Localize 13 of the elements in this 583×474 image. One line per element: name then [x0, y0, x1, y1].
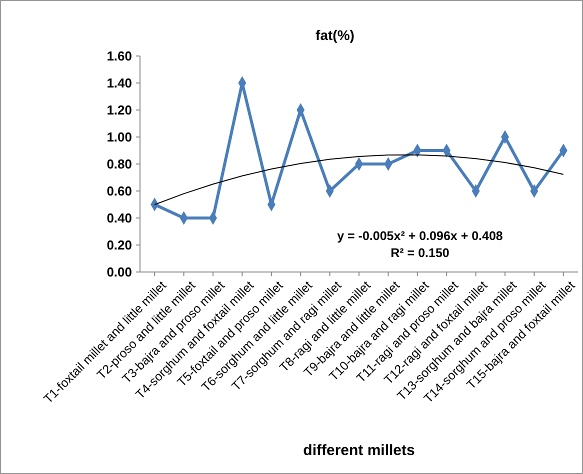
y-tick-label: 0.40 — [106, 210, 132, 226]
y-tick-label: 0.20 — [106, 238, 132, 253]
x-axis-title: different millets — [303, 442, 415, 459]
y-tick-label: 0.80 — [106, 156, 132, 172]
y-tick-label: 0.60 — [106, 184, 132, 199]
annotation: y = -0.005x² + 0.096x + 0.408 — [337, 229, 503, 243]
y-tick-label: 1.20 — [106, 102, 132, 118]
y-tick-label: 1.60 — [106, 48, 132, 64]
y-tick-label: 0.00 — [106, 264, 132, 280]
y-tick-label: 1.40 — [106, 76, 132, 91]
chart-title: fat(%) — [316, 27, 354, 43]
annotation: R² = 0.150 — [390, 246, 450, 260]
y-tick-label: 1.00 — [106, 130, 132, 145]
